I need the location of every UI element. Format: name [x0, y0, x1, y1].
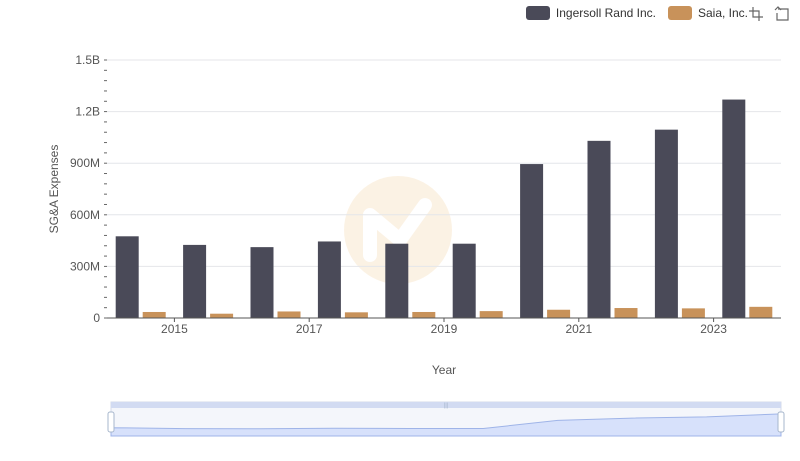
bar-saia — [277, 311, 301, 318]
x-axis: 2015 2017 2019 2021 2023 — [107, 317, 781, 336]
y-axis-label: SG&A Expenses — [47, 145, 61, 234]
bar-ingersoll-rand — [452, 243, 476, 318]
bar-saia — [614, 308, 638, 318]
y-tick-label: 900M — [70, 156, 100, 170]
bar-ingersoll-rand — [317, 241, 341, 318]
data-zoom-slider[interactable]: ||| — [107, 401, 785, 437]
bar-saia — [681, 308, 705, 318]
bar-ingersoll-rand — [654, 129, 678, 318]
legend: Ingersoll Rand Inc. Saia, Inc. — [525, 4, 748, 22]
data-zoom-icon[interactable] — [748, 6, 764, 22]
bar-ingersoll-rand — [587, 140, 611, 318]
x-tick-label: 2019 — [431, 322, 458, 336]
y-tick-label: 300M — [70, 259, 100, 273]
restore-icon[interactable] — [774, 6, 790, 22]
bar-saia — [479, 311, 503, 318]
bar-ingersoll-rand — [250, 247, 274, 318]
bars — [115, 99, 773, 318]
bar-saia — [210, 313, 234, 318]
x-tick-label: 2021 — [565, 322, 592, 336]
y-tick-label: 0 — [93, 311, 100, 325]
x-axis-label: Year — [432, 363, 456, 377]
bar-saia — [749, 306, 773, 318]
zoom-handle-right[interactable] — [777, 411, 785, 433]
brand-logo-watermark — [344, 176, 452, 284]
bar-ingersoll-rand — [722, 99, 746, 318]
legend-swatch-ingersoll-rand — [525, 6, 550, 20]
x-tick-label: 2017 — [296, 322, 323, 336]
y-tick-label: 1.5B — [75, 53, 100, 67]
bar-ingersoll-rand — [385, 243, 409, 318]
bar-saia — [344, 312, 368, 318]
bar-ingersoll-rand — [520, 164, 544, 318]
zoom-grip-icon[interactable]: ||| — [444, 403, 449, 409]
y-axis: 0 300M 600M 900M 1.2B 1.5B — [70, 53, 107, 325]
legend-item-saia[interactable]: Saia, Inc. — [667, 6, 748, 20]
bar-ingersoll-rand — [183, 244, 207, 318]
x-tick-label: 2015 — [161, 322, 188, 336]
y-tick-label: 1.2B — [75, 105, 100, 119]
legend-swatch-saia — [667, 6, 692, 20]
bar-saia — [547, 309, 571, 318]
bar-saia — [142, 311, 166, 318]
legend-label-ingersoll-rand: Ingersoll Rand Inc. — [555, 6, 656, 20]
legend-item-ingersoll-rand[interactable]: Ingersoll Rand Inc. — [525, 6, 656, 20]
zoom-top-bar — [111, 402, 781, 408]
x-tick-label: 2023 — [700, 322, 727, 336]
legend-label-saia: Saia, Inc. — [697, 6, 748, 20]
grid — [107, 59, 781, 319]
y-tick-label: 600M — [70, 208, 100, 222]
bar-saia — [412, 311, 436, 318]
zoom-handle-left[interactable] — [107, 411, 115, 433]
toolbox — [748, 6, 790, 22]
bar-ingersoll-rand — [115, 236, 139, 318]
